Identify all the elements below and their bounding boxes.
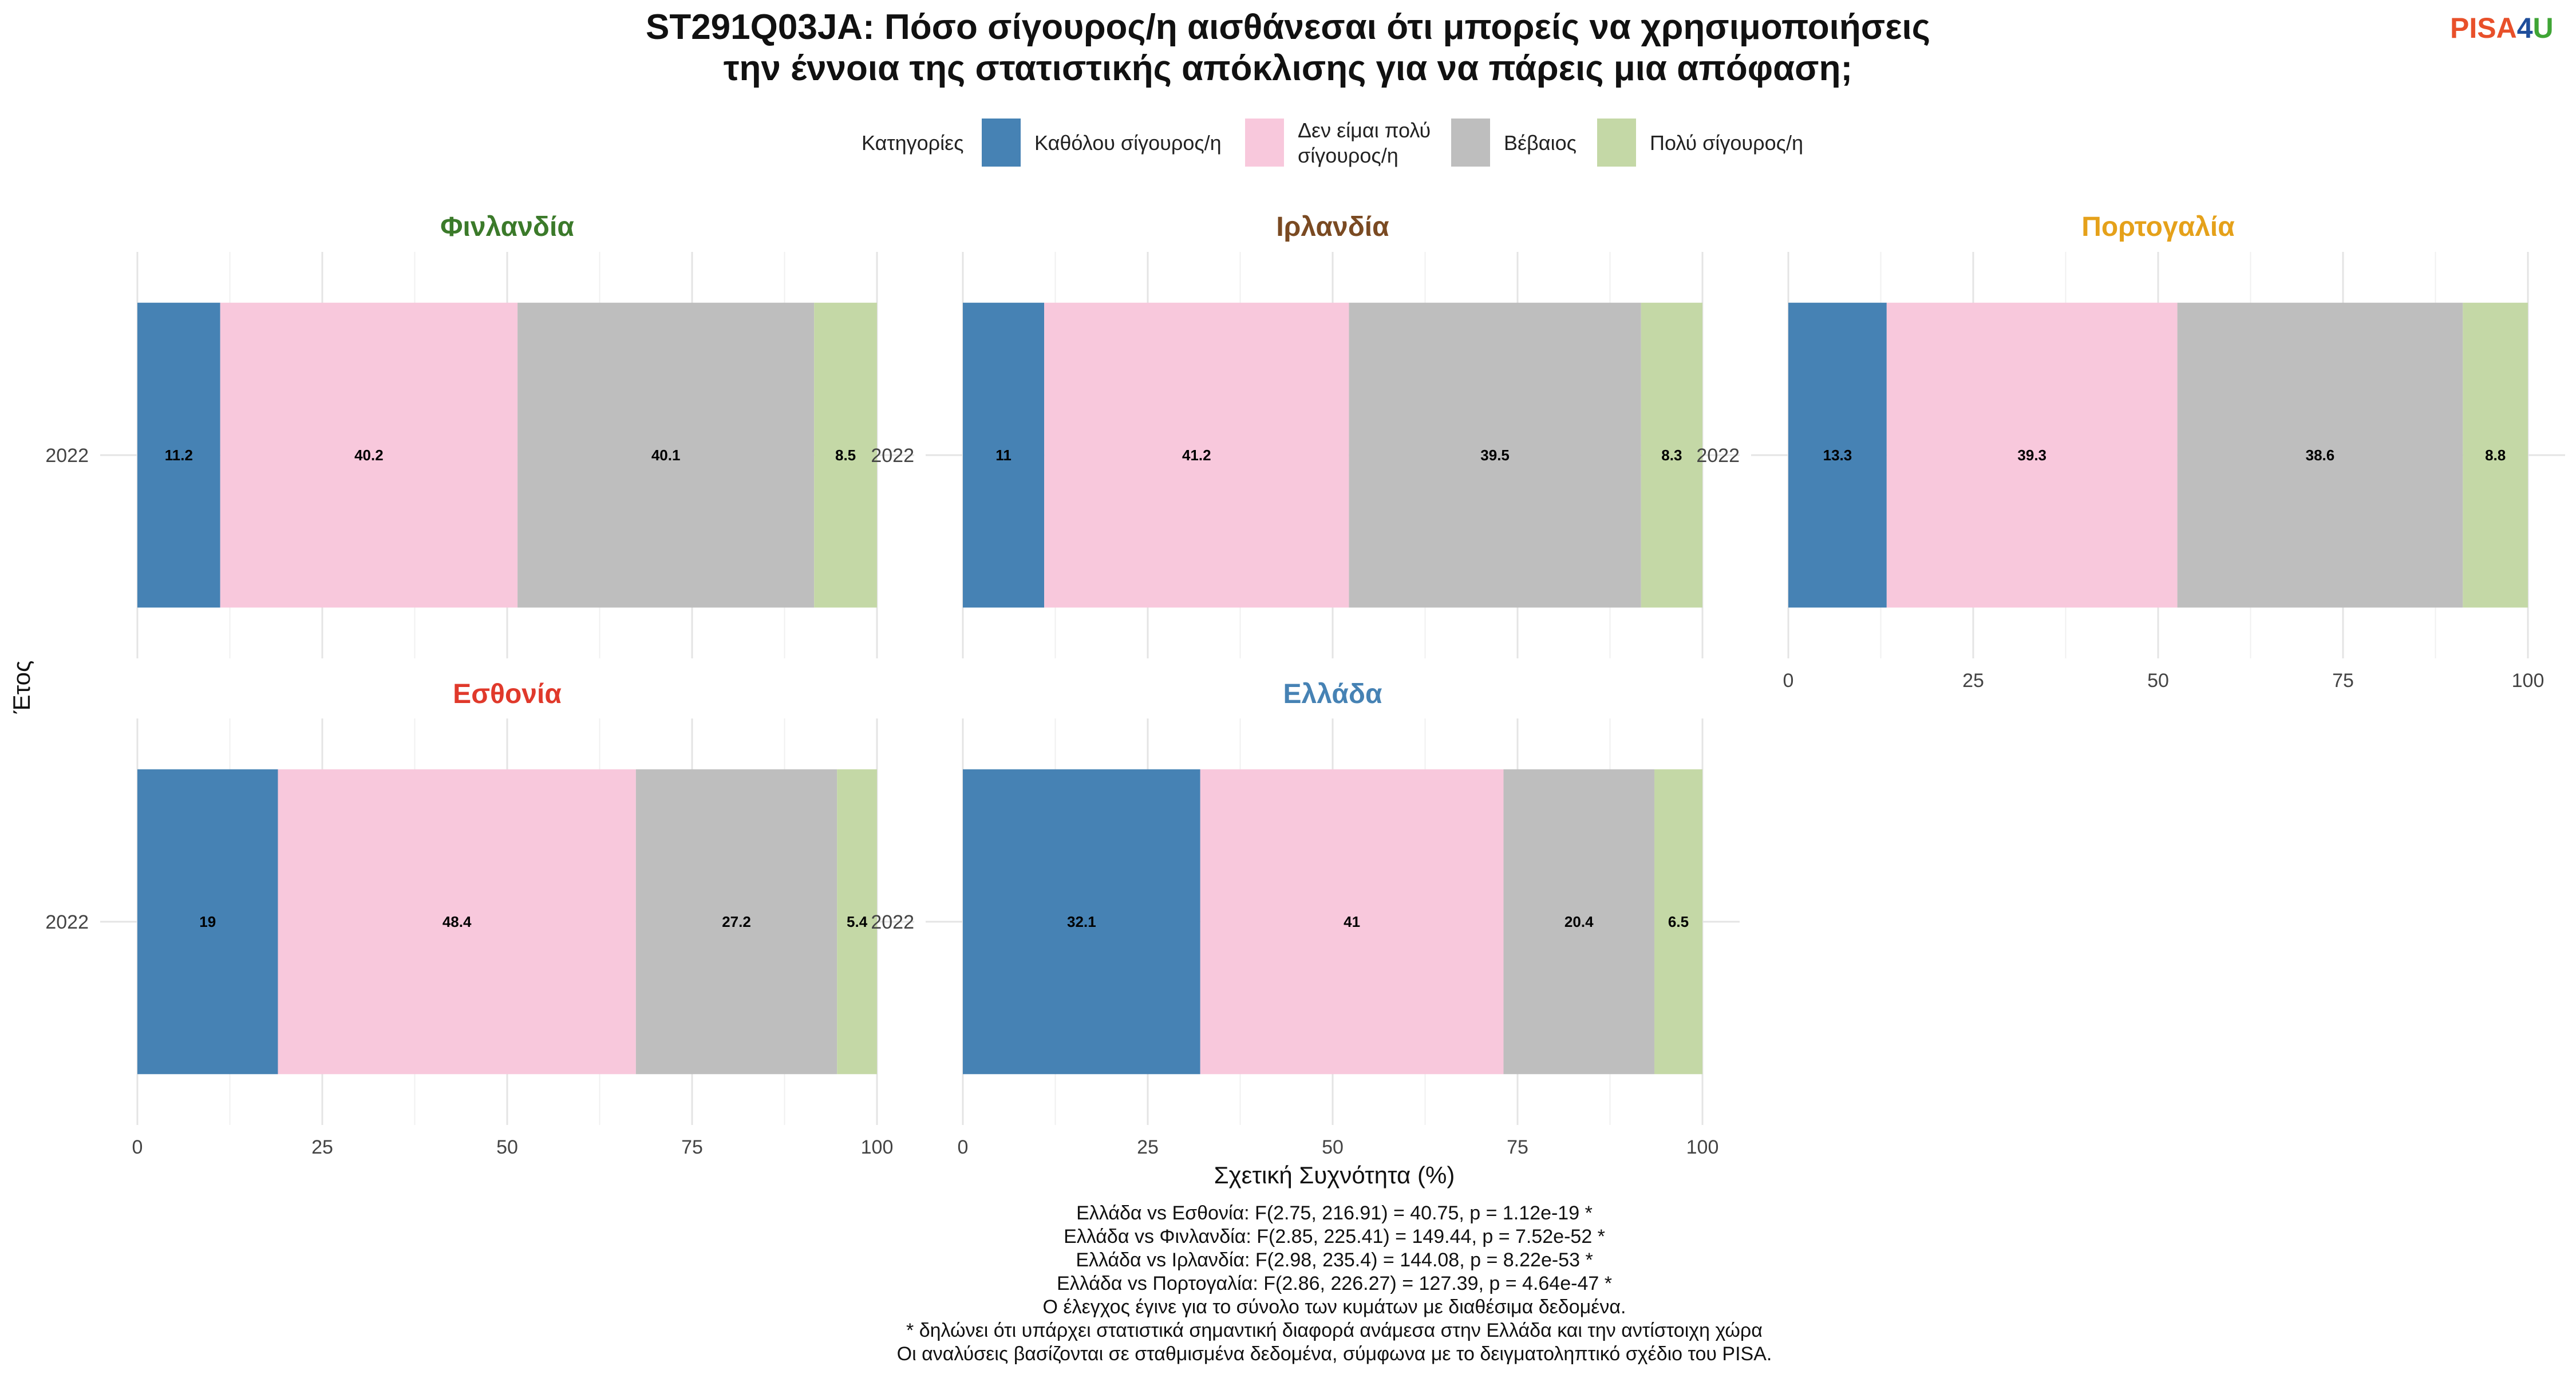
facet-5 — [926, 718, 1740, 1125]
y-tick-label: 2022 — [1696, 445, 1740, 467]
bar-segment — [837, 769, 877, 1075]
x-tick-label: 25 — [1137, 1136, 1159, 1158]
legend-swatch-3 — [1451, 119, 1490, 167]
footnote-line-1: Ελλάδα vs Εσθονία: F(2.75, 216.91) = 40.… — [1076, 1202, 1593, 1224]
x-tick-label: 50 — [2147, 670, 2169, 692]
facet-1 — [100, 252, 914, 658]
bar-segment — [2177, 302, 2463, 608]
y-axis-title: Έτος — [8, 661, 35, 714]
data-label: 38.6 — [2306, 447, 2335, 464]
data-label: 8.3 — [1661, 447, 1682, 464]
data-label: 48.4 — [442, 913, 472, 930]
chart-title-line-2: την έννοια της στατιστικής απόκλισης για… — [724, 49, 1852, 88]
legend-label-2-line-2: σίγουρος/η — [1298, 144, 1398, 167]
y-tick-label: 2022 — [871, 911, 914, 933]
legend-label-4: Πολύ σίγουρος/η — [1650, 131, 1803, 155]
footnote-line-7: Οι αναλύσεις βασίζονται σε σταθμισμένα δ… — [897, 1343, 1772, 1365]
bar-segment — [963, 302, 1045, 608]
data-label: 40.1 — [651, 447, 681, 464]
footnote-line-2: Ελλάδα vs Φινλανδία: F(2.85, 225.41) = 1… — [1064, 1226, 1605, 1247]
facet-4 — [100, 718, 914, 1125]
data-label: 27.2 — [722, 913, 751, 930]
bar-segment — [963, 769, 1200, 1075]
data-label: 8.8 — [2485, 447, 2506, 464]
bar-segment — [814, 302, 877, 608]
bar-segment — [517, 302, 815, 608]
data-label: 6.5 — [1668, 913, 1689, 930]
bar-segment — [278, 769, 636, 1075]
data-label: 13.3 — [1823, 447, 1852, 464]
data-label: 11 — [995, 447, 1012, 464]
facet-3 — [1751, 252, 2565, 658]
footnote-line-3: Ελλάδα vs Ιρλανδία: F(2.98, 235.4) = 144… — [1076, 1249, 1593, 1271]
bar-segment — [1788, 302, 1887, 608]
logo-part-1: PISA — [2450, 12, 2517, 44]
bar-segment — [2463, 302, 2528, 608]
data-label: 32.1 — [1067, 913, 1096, 930]
data-label: 20.4 — [1564, 913, 1594, 930]
facet-title: Εσθονία — [453, 679, 562, 709]
x-tick-label: 25 — [311, 1136, 333, 1158]
footnote-line-5: Ο έλεγχος έγινε για το σύνολο των κυμάτω… — [1043, 1296, 1626, 1318]
chart-title-line-1: ST291Q03JA: Πόσο σίγουρος/η αισθάνεσαι ό… — [646, 7, 1930, 47]
legend-title: Κατηγορίες — [862, 131, 964, 155]
y-tick-label: 2022 — [45, 445, 89, 467]
legend-label-1: Καθόλου σίγουρος/η — [1034, 131, 1222, 155]
logo-part-2: 4 — [2517, 12, 2533, 44]
legend-swatch-1 — [982, 119, 1021, 167]
legend-swatch-4 — [1597, 119, 1636, 167]
bar-segment — [1349, 302, 1641, 608]
pisa4u-logo: PISA4U — [2450, 12, 2554, 44]
data-label: 8.5 — [835, 447, 856, 464]
x-axis-title: Σχετική Συχνότητα (%) — [1214, 1162, 1455, 1189]
bar-segment — [1641, 302, 1702, 608]
x-tick-label: 100 — [1686, 1136, 1719, 1158]
data-label: 19 — [199, 913, 216, 930]
x-tick-label: 50 — [496, 1136, 518, 1158]
pisa4u-logo-text: PISA4U — [2450, 12, 2554, 44]
bar-segment — [137, 769, 278, 1075]
footnote-line-6: * δηλώνει ότι υπάρχει στατιστικά σημαντι… — [906, 1320, 1763, 1341]
facet-title: Φινλανδία — [440, 212, 574, 242]
footnote-line-4: Ελλάδα vs Πορτογαλία: F(2.86, 226.27) = … — [1057, 1273, 1612, 1294]
y-tick-label: 2022 — [871, 445, 914, 467]
bar-segment — [1200, 769, 1504, 1075]
bar-segment — [1654, 769, 1702, 1075]
x-tick-label: 75 — [2332, 670, 2354, 692]
data-label: 41.2 — [1182, 447, 1211, 464]
data-label: 40.2 — [354, 447, 384, 464]
bar-segment — [220, 302, 518, 608]
facet-title: Ιρλανδία — [1276, 212, 1389, 242]
legend-label-2-line-1: Δεν είμαι πολύ — [1298, 119, 1431, 142]
bar-segment — [1044, 302, 1349, 608]
data-label: 5.4 — [847, 913, 868, 930]
data-label: 11.2 — [165, 447, 193, 464]
logo-part-3: U — [2533, 12, 2554, 44]
data-label: 39.5 — [1480, 447, 1510, 464]
bar-segment — [1503, 769, 1655, 1075]
x-tick-label: 0 — [958, 1136, 969, 1158]
data-label: 39.3 — [2017, 447, 2046, 464]
x-tick-label: 100 — [861, 1136, 894, 1158]
x-tick-label: 75 — [681, 1136, 703, 1158]
bar-segment — [1886, 302, 2178, 608]
data-label: 41 — [1344, 913, 1360, 930]
x-tick-label: 100 — [2512, 670, 2545, 692]
legend-swatch-2 — [1245, 119, 1284, 167]
y-tick-label: 2022 — [45, 911, 89, 933]
bar-segment — [137, 302, 220, 608]
facet-title: Πορτογαλία — [2081, 212, 2235, 242]
legend-label-3: Βέβαιος — [1504, 131, 1577, 155]
x-tick-label: 50 — [1322, 1136, 1344, 1158]
facet-title: Ελλάδα — [1283, 679, 1382, 709]
x-tick-label: 0 — [1783, 670, 1794, 692]
x-tick-label: 0 — [132, 1136, 143, 1158]
x-tick-label: 25 — [1962, 670, 1984, 692]
facet-2 — [926, 252, 1740, 658]
x-tick-label: 75 — [1507, 1136, 1528, 1158]
bar-segment — [635, 769, 837, 1075]
